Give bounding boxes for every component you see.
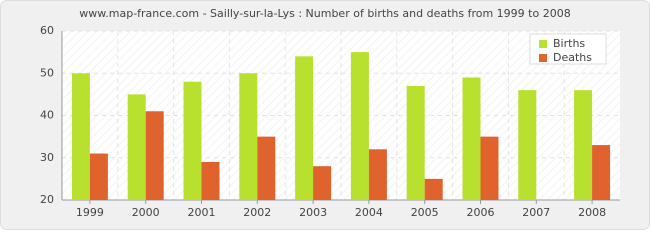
x-tick-label: 2004 — [355, 206, 383, 219]
bar — [295, 56, 314, 200]
y-tick-label: 40 — [40, 109, 54, 122]
bar — [313, 166, 332, 200]
bar — [183, 81, 202, 200]
x-tick-label: 2002 — [243, 206, 271, 219]
bar — [518, 90, 537, 200]
bar — [89, 153, 108, 200]
x-tick-label: 2005 — [411, 206, 439, 219]
bar — [145, 111, 164, 200]
bar — [368, 149, 387, 200]
x-tick-label: 2008 — [578, 206, 606, 219]
bar — [201, 161, 220, 200]
bar — [424, 178, 443, 200]
x-tick-label: 2006 — [467, 206, 495, 219]
bar — [480, 136, 499, 200]
bar — [406, 85, 425, 200]
x-tick-label: 2000 — [132, 206, 160, 219]
y-tick-label: 20 — [40, 193, 54, 206]
bar — [257, 136, 276, 200]
y-tick-label: 30 — [40, 151, 54, 164]
bar — [239, 73, 258, 200]
chart: www.map-france.com - Sailly-sur-la-Lys :… — [0, 0, 650, 230]
y-tick-label: 60 — [40, 24, 54, 37]
bar — [350, 52, 369, 200]
bar — [592, 145, 611, 200]
x-tick-label: 2003 — [299, 206, 327, 219]
bar — [127, 94, 146, 200]
page: www.map-france.com - Sailly-sur-la-Lys :… — [0, 0, 650, 230]
legend-label: Births — [553, 37, 585, 50]
x-tick-label: 2007 — [522, 206, 550, 219]
legend-label: Deaths — [553, 51, 592, 64]
y-tick-label: 50 — [40, 66, 54, 79]
bar — [574, 90, 593, 200]
bar — [462, 77, 481, 200]
x-tick-label: 2001 — [188, 206, 216, 219]
bar — [71, 73, 90, 200]
legend-swatch — [539, 40, 547, 48]
x-tick-label: 1999 — [76, 206, 104, 219]
legend-swatch — [539, 54, 547, 62]
chart-title: www.map-france.com - Sailly-sur-la-Lys :… — [79, 7, 570, 20]
